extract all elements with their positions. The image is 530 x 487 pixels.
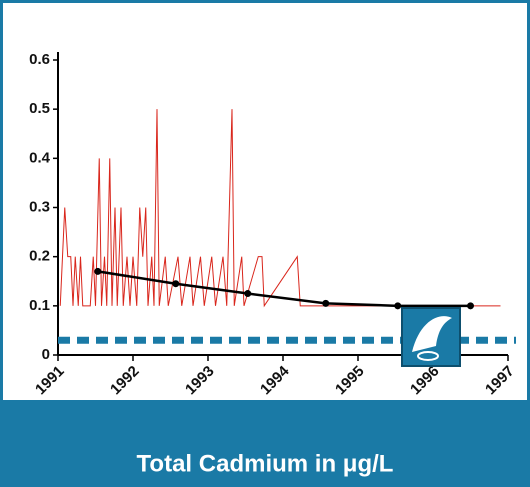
chart-title: Total Cadmium in μg/L bbox=[137, 450, 394, 477]
point bbox=[394, 302, 401, 309]
page: {"chart_data": { "type": "line", "title"… bbox=[0, 0, 530, 487]
y-tick-label: 0.4 bbox=[29, 149, 51, 166]
point bbox=[244, 290, 251, 297]
chart: Total Cadmium in μg/L 0 0.1 0.2 0.3 0.4 0.5 0.… bbox=[0, 0, 530, 487]
y-tick-label: 0 bbox=[42, 346, 50, 363]
point bbox=[172, 280, 179, 287]
y-tick-label: 0.6 bbox=[29, 51, 50, 68]
point bbox=[467, 302, 474, 309]
y-tick-label: 0.1 bbox=[29, 297, 50, 314]
y-tick-label: 0.2 bbox=[29, 248, 50, 265]
point bbox=[94, 268, 101, 275]
fish-icon bbox=[402, 308, 460, 366]
point bbox=[322, 300, 329, 307]
y-tick-label: 0.3 bbox=[29, 198, 50, 215]
y-tick-label: 0.5 bbox=[29, 100, 50, 117]
